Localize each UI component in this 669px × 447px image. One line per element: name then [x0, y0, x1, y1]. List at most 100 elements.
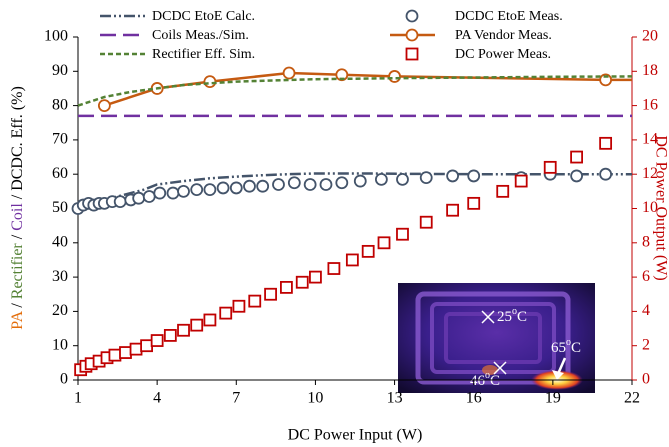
- x-tick-label: 19: [545, 390, 561, 407]
- data-point: [108, 348, 122, 362]
- data-point: [353, 174, 367, 188]
- legend-label: PA Vendor Meas.: [455, 28, 552, 43]
- data-point: [514, 174, 528, 188]
- y-tick-label: 80: [52, 96, 68, 113]
- data-point: [190, 183, 204, 197]
- y-axis-label-part: Coil: [9, 203, 26, 231]
- legend-box: [96, 4, 556, 66]
- x-axis-label: DC Power Input (W): [288, 427, 423, 444]
- data-point: [377, 236, 391, 250]
- data-point: [132, 191, 146, 205]
- annotation: 46oC: [470, 370, 500, 389]
- y-tick-label: 60: [52, 165, 68, 182]
- y2-tick-label: 4: [642, 302, 650, 319]
- data-point: [256, 179, 270, 193]
- y2-tick-label: 14: [642, 131, 658, 148]
- data-point: [264, 287, 277, 301]
- data-point: [97, 99, 111, 112]
- annotation: 25oC: [497, 306, 527, 325]
- data-point: [388, 70, 401, 83]
- data-point: [177, 184, 190, 198]
- y2-axis-label: DC Power Output (W): [652, 135, 669, 280]
- y-tick-label: 100: [44, 28, 68, 45]
- data-point: [243, 179, 256, 193]
- data-point: [216, 181, 230, 195]
- legend-label: Rectifier Eff. Sim.: [152, 47, 255, 62]
- y-axis-label-part: PA: [9, 310, 26, 329]
- data-point: [153, 186, 167, 200]
- y-axis-label-part: /: [9, 299, 26, 311]
- x-tick-label: 1: [74, 390, 82, 407]
- data-point: [142, 190, 156, 203]
- legend-marker: [405, 9, 419, 23]
- data-point: [496, 184, 510, 198]
- data-point: [280, 280, 293, 294]
- y-axis-label-part: / DCDC. Eff. (%): [9, 86, 26, 203]
- legend-label: DCDC EtoE Meas.: [455, 9, 563, 24]
- data-point: [129, 342, 143, 356]
- data-point: [345, 253, 359, 267]
- data-point: [166, 186, 180, 200]
- thermal-inset: 25oC 65oC 46oC: [398, 283, 595, 393]
- data-point: [599, 167, 613, 181]
- data-point: [543, 160, 557, 174]
- data-point: [203, 75, 217, 88]
- data-point: [282, 66, 296, 80]
- annotation: 65oC: [551, 337, 581, 356]
- data-point: [190, 318, 204, 332]
- data-point: [140, 339, 153, 353]
- data-point: [303, 178, 317, 191]
- data-point: [113, 195, 127, 209]
- legend-label: DC Power Meas.: [455, 47, 551, 62]
- y-tick-label: 20: [52, 302, 68, 319]
- y2-tick-label: 16: [642, 96, 658, 113]
- y-tick-label: 70: [52, 131, 68, 148]
- data-point: [599, 136, 613, 150]
- data-point: [287, 176, 301, 190]
- legend-marker: [405, 47, 419, 61]
- data-point: [335, 176, 349, 190]
- legend: DCDC EtoE Calc. DCDC EtoE Meas. Coils Meas…: [96, 4, 563, 66]
- data-point: [295, 275, 309, 289]
- y-tick-label: 40: [52, 233, 68, 250]
- x-tick-label: 4: [153, 390, 161, 407]
- y-tick-label: 30: [52, 268, 68, 285]
- data-point: [467, 169, 481, 183]
- x-tick-label: 7: [232, 390, 240, 407]
- data-point: [150, 334, 164, 347]
- y-tick-label: 10: [52, 336, 68, 353]
- data-point: [419, 215, 433, 229]
- data-point: [327, 262, 341, 275]
- data-point: [177, 323, 190, 337]
- y-tick-label: 0: [60, 371, 68, 388]
- y-axis-label-part: /: [9, 231, 26, 243]
- data-point: [374, 172, 388, 186]
- data-point: [229, 181, 243, 195]
- data-point: [163, 329, 177, 342]
- y2-tick-label: 0: [642, 371, 650, 388]
- data-point: [396, 172, 409, 186]
- data-point: [446, 203, 460, 217]
- series-line: [77, 75, 633, 107]
- y2-tick-label: 2: [642, 336, 650, 353]
- data-point: [570, 169, 583, 183]
- data-point: [570, 150, 583, 164]
- x-tick-label: 16: [466, 390, 482, 407]
- data-point: [203, 183, 217, 197]
- y2-tick-label: 8: [642, 233, 650, 250]
- y-axis-label: PA / Rectifier / Coil / DCDC. Eff. (%): [9, 86, 26, 330]
- data-point: [203, 313, 217, 327]
- y-axis-label-part: Rectifier: [9, 243, 26, 300]
- data-point: [419, 171, 433, 185]
- y2-tick-label: 18: [642, 62, 658, 79]
- x-tick-label: 22: [624, 390, 640, 407]
- data-point: [272, 178, 285, 191]
- data-point: [309, 270, 322, 284]
- x-tick-label: 13: [387, 390, 403, 407]
- data-point: [396, 227, 409, 241]
- data-point: [248, 294, 262, 308]
- legend-label: DCDC EtoE Calc.: [152, 9, 255, 24]
- data-point: [232, 299, 246, 313]
- y-tick-label: 90: [52, 62, 68, 79]
